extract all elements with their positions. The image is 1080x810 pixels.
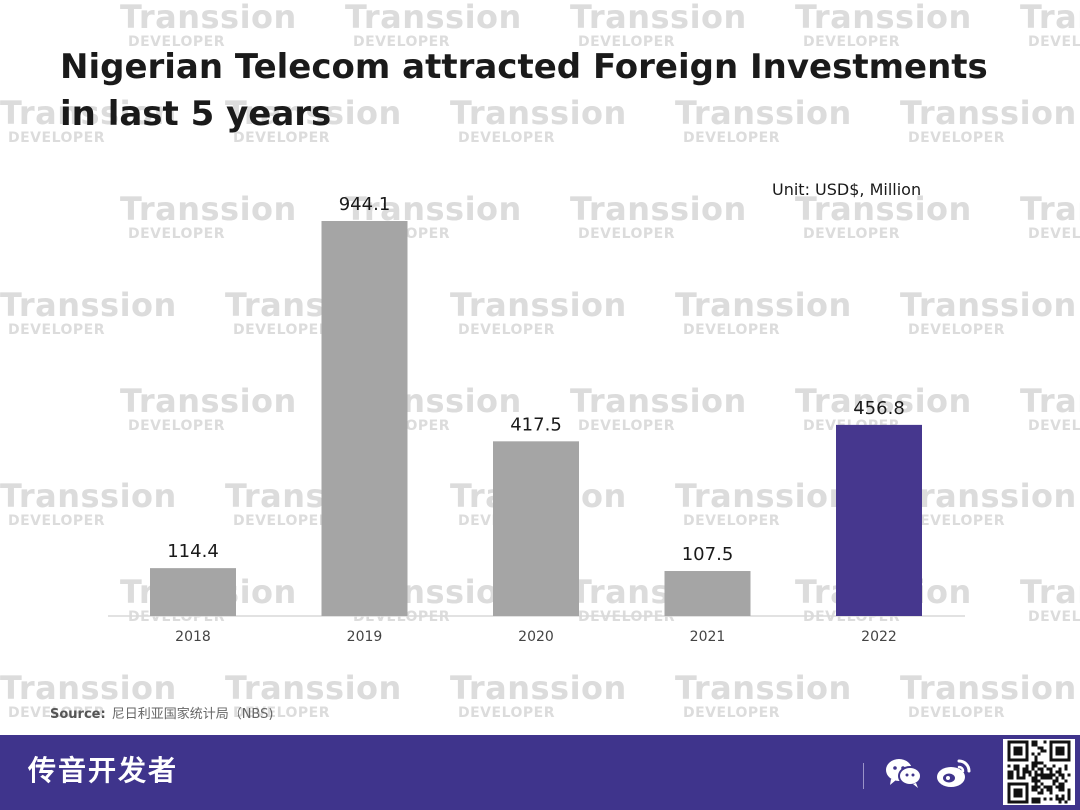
data-label-2019: 944.1 — [339, 194, 391, 215]
bar-2019 — [321, 221, 408, 616]
bar-2022 — [836, 424, 922, 616]
x-tick-label-2021: 2021 — [690, 629, 726, 645]
unit-label: Unit: USD$, Million — [772, 180, 922, 199]
x-tick-label-2018: 2018 — [175, 629, 211, 645]
source-label: Source: — [50, 707, 106, 722]
source-text: 尼日利亚国家统计局（NBS) — [111, 707, 274, 722]
qr-code-icon[interactable] — [1003, 739, 1075, 805]
bar-2020 — [493, 441, 579, 616]
source-note: Source: 尼日利亚国家统计局（NBS) — [50, 703, 273, 722]
x-tick-label-2022: 2022 — [861, 629, 897, 645]
x-tick-label-2020: 2020 — [518, 629, 554, 645]
data-label-2018: 114.4 — [167, 541, 219, 562]
footer-bar: 传音开发者 — [0, 735, 1080, 810]
brand-name: 传音开发者 — [28, 754, 179, 787]
bar-2021 — [664, 571, 751, 616]
chart-title: Nigerian Telecom attracted Foreign Inves… — [60, 47, 988, 134]
bar-chart: 114.4 2018 944.1 2019 417.5 2020 107.5 2021 456.… — [108, 194, 965, 645]
weibo-icon[interactable] — [935, 757, 973, 789]
wechat-icon[interactable] — [885, 757, 923, 789]
data-label-2021: 107.5 — [682, 544, 734, 565]
footer-divider — [863, 763, 864, 789]
bar-2018 — [150, 568, 236, 616]
x-tick-label-2019: 2019 — [347, 629, 383, 645]
data-label-2022: 456.8 — [853, 398, 905, 419]
data-label-2020: 417.5 — [510, 414, 562, 435]
